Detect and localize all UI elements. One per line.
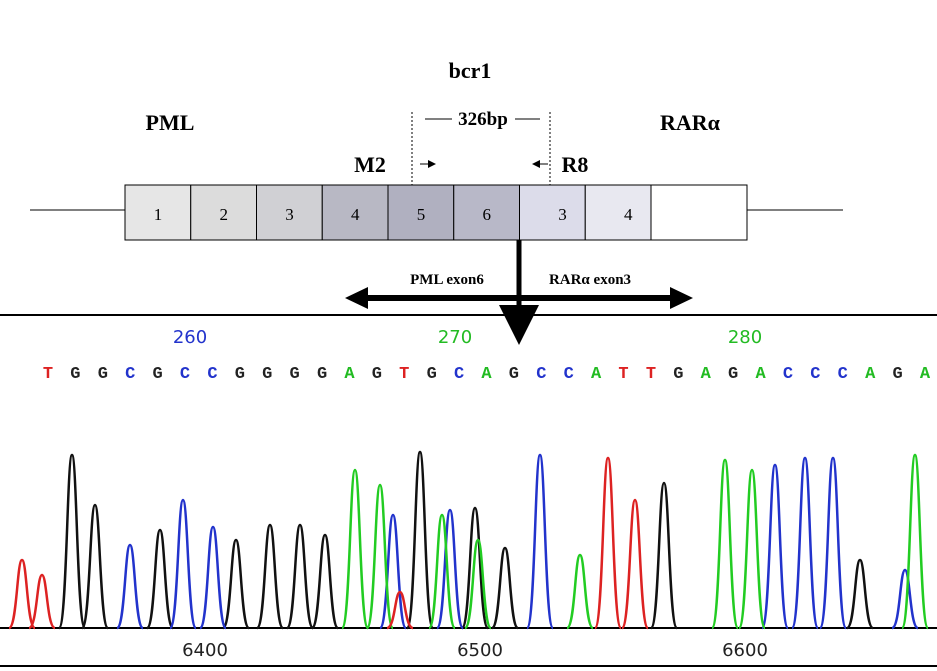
base-call: T	[399, 365, 409, 384]
exon-box	[190, 184, 257, 241]
exon-label: RARα exon3	[549, 272, 631, 288]
base-call: G	[153, 365, 163, 384]
primer: M2	[354, 152, 386, 177]
base-call: A	[755, 365, 766, 384]
base-call: G	[509, 365, 519, 384]
base-call: G	[235, 365, 245, 384]
exon-box	[519, 184, 586, 241]
gene-label: RARα	[660, 110, 721, 135]
product-size: 326bp	[458, 109, 508, 130]
exon-number: 4	[624, 205, 633, 224]
base-call: A	[344, 365, 355, 384]
base-call: G	[892, 365, 902, 384]
exon-box	[650, 184, 748, 241]
base-call: G	[317, 365, 327, 384]
base-call: C	[125, 365, 135, 384]
primer: R8	[562, 152, 589, 177]
base-call: A	[701, 365, 712, 384]
exon-number: 1	[154, 205, 163, 224]
base-call: C	[536, 365, 546, 384]
exon-label: PML exon6	[410, 272, 484, 288]
exon-number: 3	[558, 205, 567, 224]
base-call: C	[207, 365, 217, 384]
scan-position: 6600	[722, 640, 768, 661]
exon-box	[453, 184, 520, 241]
exon-number: 5	[417, 205, 426, 224]
exon-number: 2	[220, 205, 229, 224]
base-position: 280	[728, 327, 762, 348]
base-position: 260	[173, 327, 207, 348]
base-call: G	[290, 365, 300, 384]
base-call: G	[70, 365, 80, 384]
scan-position: 6500	[457, 640, 503, 661]
scan-position: 6400	[182, 640, 228, 661]
base-call: A	[920, 365, 931, 384]
base-call: C	[783, 365, 793, 384]
base-call: G	[673, 365, 683, 384]
gene-label: PML	[146, 110, 195, 135]
base-call: T	[43, 365, 53, 384]
base-call: C	[454, 365, 464, 384]
title: bcr1	[449, 58, 492, 83]
base-call: A	[591, 365, 602, 384]
base-call: A	[865, 365, 876, 384]
base-call: G	[728, 365, 738, 384]
exon-box	[584, 184, 652, 241]
exon-number: 4	[351, 205, 360, 224]
base-call: C	[838, 365, 848, 384]
base-call: C	[180, 365, 190, 384]
base-call: T	[646, 365, 656, 384]
base-call: T	[618, 365, 628, 384]
base-call: G	[98, 365, 108, 384]
exon-number: 3	[285, 205, 294, 224]
chromatogram	[9, 452, 928, 628]
exon-box	[124, 184, 192, 241]
amplicon	[411, 112, 551, 185]
base-position: 270	[438, 327, 472, 348]
base-call: G	[427, 365, 437, 384]
base-call: C	[564, 365, 574, 384]
base-call: G	[262, 365, 272, 384]
base-call: A	[481, 365, 492, 384]
exon-number: 6	[483, 205, 492, 224]
base-call: G	[372, 365, 382, 384]
base-call: C	[810, 365, 820, 384]
